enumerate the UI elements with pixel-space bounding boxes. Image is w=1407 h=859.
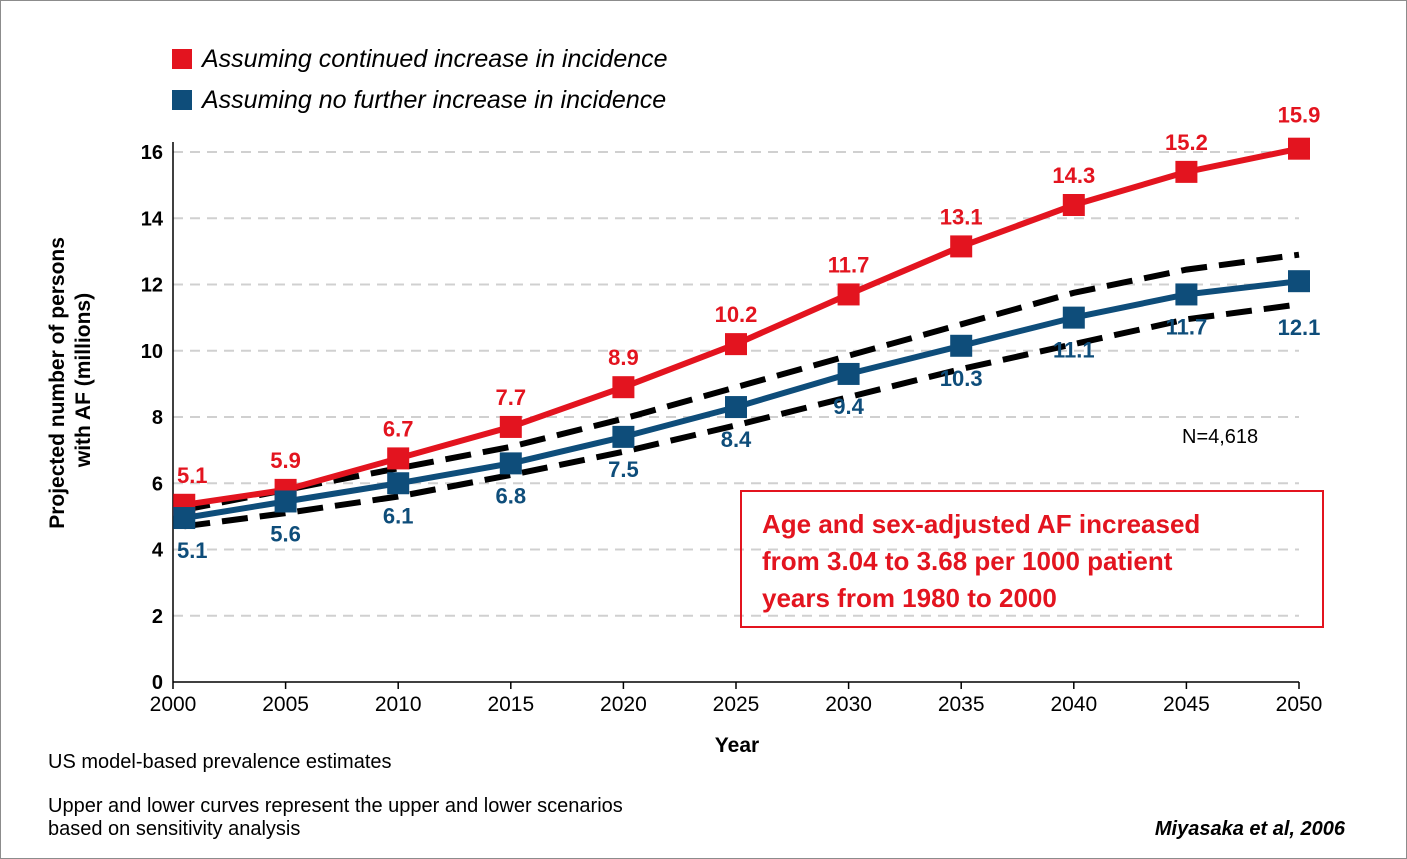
y-tick-label: 16 — [141, 142, 163, 164]
data-label-0: 6.7 — [383, 416, 414, 441]
data-label-0: 5.9 — [270, 448, 301, 473]
callout-line-1: Age and sex-adjusted AF increased — [762, 509, 1201, 539]
series-marker-0 — [725, 333, 747, 356]
footnote-scenarios-line1: Upper and lower curves represent the upp… — [48, 795, 623, 817]
series-marker-0 — [387, 447, 410, 470]
footnote-scenarios-line2: based on sensitivity analysis — [48, 818, 301, 840]
x-tick-label: 2020 — [600, 693, 647, 716]
series-marker-1 — [499, 452, 522, 475]
data-label-1: 11.7 — [1166, 314, 1208, 339]
x-tick-label: 2040 — [1050, 693, 1097, 716]
x-tick-label: 2050 — [1276, 693, 1323, 716]
series-marker-1 — [173, 507, 196, 530]
y-axis-title-line1: Projected number of persons — [46, 237, 69, 529]
y-axis-title: Projected number of persons with AF (mil… — [46, 231, 95, 529]
series-marker-1 — [274, 490, 297, 513]
y-tick-label: 0 — [152, 672, 163, 694]
series-marker-0 — [612, 376, 635, 399]
x-tick-label: 2030 — [825, 693, 872, 716]
series-marker-1 — [387, 472, 410, 495]
legend-item-no-further-increase: Assuming no further increase in incidenc… — [172, 86, 666, 115]
series-marker-1 — [612, 425, 635, 448]
series-marker-0 — [499, 415, 522, 438]
series-marker-0 — [1288, 137, 1310, 160]
series-marker-0 — [1175, 160, 1198, 183]
data-label-0: 8.9 — [608, 345, 639, 370]
callout-line-3: years from 1980 to 2000 — [762, 583, 1057, 613]
data-label-1: 9.4 — [833, 394, 864, 419]
data-label-1: 10.3 — [940, 366, 983, 391]
data-label-1: 7.5 — [608, 457, 639, 482]
series-marker-1 — [725, 396, 747, 419]
callout-box: Age and sex-adjusted AF increased from 3… — [740, 490, 1324, 628]
legend-label-no-further: Assuming no further increase in incidenc… — [202, 86, 667, 114]
legend-swatch-blue — [172, 90, 192, 110]
footnote-prevalence: US model-based prevalence estimates — [48, 751, 392, 773]
callout-line-2: from 3.04 to 3.68 per 1000 patient — [762, 546, 1173, 576]
legend-swatch-red — [172, 49, 192, 69]
legend-label-continued: Assuming continued increase in incidence — [202, 45, 668, 73]
x-tick-label: 2000 — [150, 693, 197, 716]
y-axis-title-line2: with AF (millions) — [72, 293, 95, 468]
data-label-1: 5.6 — [270, 521, 301, 546]
y-tick-label: 6 — [152, 473, 163, 495]
series-marker-0 — [1062, 194, 1085, 216]
series-marker-1 — [1062, 306, 1085, 329]
citation: Miyasaka et al, 2006 — [1154, 818, 1345, 840]
data-label-0: 10.2 — [715, 302, 758, 327]
series-marker-0 — [950, 235, 973, 258]
data-label-1: 5.1 — [177, 538, 208, 563]
data-labels: 5.1 5.9 6.7 7.7 8.9 10.2 11.7 13.1 14.3 15.2 15.9 5… — [177, 103, 1320, 563]
series-marker-1 — [1288, 270, 1310, 293]
data-label-1: 6.8 — [496, 483, 527, 508]
data-label-1: 12.1 — [1278, 315, 1321, 340]
series-marker-1 — [950, 334, 973, 357]
sample-size-label: N=4,618 — [1182, 426, 1259, 448]
x-tick-label: 2035 — [938, 693, 985, 716]
y-tick-label: 10 — [141, 341, 163, 363]
x-tick-label: 2005 — [262, 693, 309, 716]
series-marker-0 — [837, 283, 860, 306]
y-tick-label: 14 — [141, 208, 164, 230]
scenario-band-line — [183, 251, 1300, 513]
legend-item-continued-increase: Assuming continued increase in incidence — [172, 45, 668, 74]
x-tick-label: 2015 — [487, 693, 534, 716]
axes: 0 2 4 6 8 10 12 14 16 2000 2005 2010 2015 2020 2025 203… — [141, 142, 1323, 716]
data-label-0: 13.1 — [940, 204, 983, 229]
x-tick-label: 2045 — [1163, 693, 1210, 716]
y-tick-label: 2 — [152, 606, 163, 628]
data-label-0: 5.1 — [177, 463, 208, 488]
x-axis-title: Year — [715, 734, 759, 757]
scenario-bands — [183, 251, 1300, 530]
y-tick-label: 8 — [152, 407, 163, 429]
data-label-0: 7.7 — [496, 385, 527, 410]
y-tick-label: 12 — [141, 275, 163, 297]
data-label-0: 11.7 — [828, 252, 870, 277]
x-tick-label: 2025 — [713, 693, 760, 716]
x-tick-label: 2010 — [375, 693, 422, 716]
data-label-1: 6.1 — [383, 503, 414, 528]
gridlines — [173, 151, 1299, 617]
data-label-0: 15.2 — [1165, 130, 1208, 155]
series-lines — [173, 137, 1310, 530]
y-tick-label: 4 — [152, 540, 164, 562]
series-marker-1 — [837, 362, 860, 385]
series-marker-1 — [1175, 283, 1198, 306]
data-label-0: 14.3 — [1052, 163, 1095, 188]
data-label-1: 11.1 — [1053, 338, 1095, 363]
data-label-0: 15.9 — [1278, 103, 1321, 128]
data-label-1: 8.4 — [721, 427, 752, 452]
